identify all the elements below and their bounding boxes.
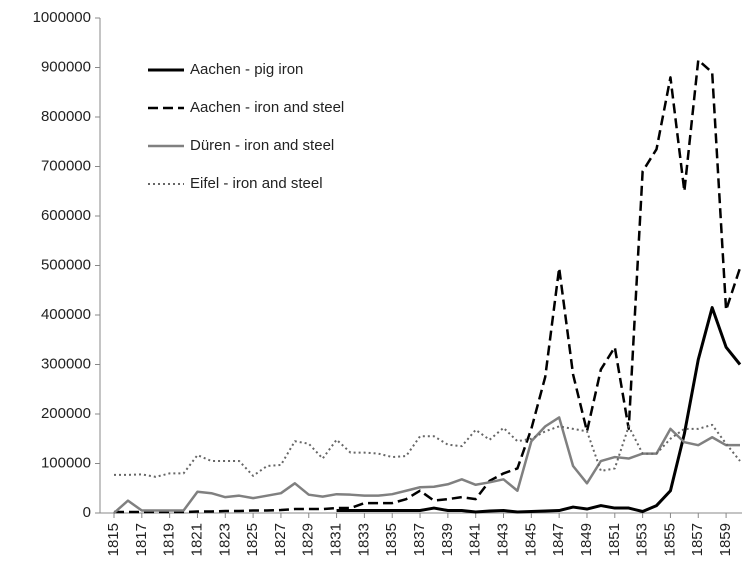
series-line: [113, 416, 740, 514]
x-tick-label: 1831: [328, 523, 345, 556]
x-tick-label: 1817: [133, 523, 150, 556]
x-tick-label: 1853: [634, 523, 651, 556]
y-tick-label: 500000: [41, 256, 91, 273]
x-tick-label: 1843: [494, 523, 511, 556]
x-tick-label: 1819: [161, 523, 178, 556]
y-tick-label: 300000: [41, 355, 91, 372]
legend-label: Aachen - pig iron: [190, 61, 303, 78]
x-tick-label: 1857: [689, 523, 706, 556]
x-tick-label: 1833: [355, 523, 372, 556]
x-tick-label: 1841: [467, 523, 484, 556]
x-tick-label: 1851: [606, 523, 623, 556]
y-tick-label: 900000: [41, 58, 91, 75]
x-tick-label: 1825: [244, 523, 261, 556]
x-tick-label: 1839: [439, 523, 456, 556]
y-tick-label: 800000: [41, 108, 91, 125]
y-tick-label: 600000: [41, 207, 91, 224]
x-tick-label: 1835: [383, 523, 400, 556]
x-tick-label: 1821: [188, 523, 205, 556]
series-line: [336, 306, 742, 514]
y-tick-label: 1000000: [33, 9, 91, 26]
x-tick-label: 1823: [216, 523, 233, 556]
x-tick-label: 1849: [578, 523, 595, 556]
x-tick-label: 1859: [717, 523, 734, 556]
legend-label: Düren - iron and steel: [190, 137, 334, 154]
y-tick-label: 100000: [41, 454, 91, 471]
x-tick-label: 1847: [550, 523, 567, 556]
y-tick-label: 200000: [41, 405, 91, 422]
x-tick-label: 1829: [300, 523, 317, 556]
x-tick-label: 1815: [105, 523, 122, 556]
y-tick-label: 700000: [41, 157, 91, 174]
y-tick-label: 0: [83, 504, 91, 521]
x-tick-label: 1837: [411, 523, 428, 556]
legend-label: Aachen - iron and steel: [190, 99, 344, 116]
y-tick-label: 400000: [41, 306, 91, 323]
legend-label: Eifel - iron and steel: [190, 175, 323, 192]
x-tick-label: 1845: [522, 523, 539, 556]
series-line: [114, 58, 742, 514]
series-line: [114, 423, 741, 478]
x-tick-label: 1855: [661, 523, 678, 556]
x-tick-label: 1827: [272, 523, 289, 556]
